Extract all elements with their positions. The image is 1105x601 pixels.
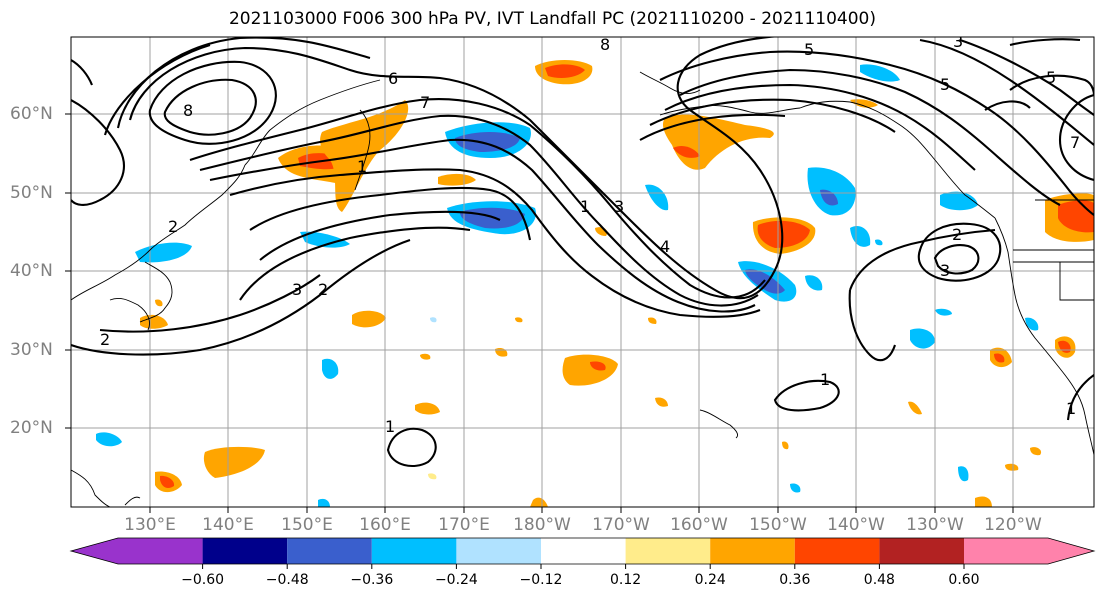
- coastlines: [71, 71, 1094, 507]
- colorbar-swatch: [371, 538, 457, 564]
- colorbar-tick-label: 0.60: [948, 572, 980, 588]
- lon-label: 130°W: [906, 515, 964, 535]
- contour-labels: 8 6 1 7 2 3 2 2 8 5 3 5 5 1 3 4 7 2 3 1 …: [100, 32, 1080, 436]
- lon-label: 130°E: [124, 515, 176, 535]
- contour-label: 7: [1070, 133, 1080, 152]
- lat-label: 20°N: [10, 418, 53, 438]
- contour-label: 7: [420, 93, 430, 112]
- colorbar-tick-label: −0.12: [519, 572, 563, 588]
- colorbar-swatch: [456, 538, 541, 564]
- colorbar-tick-label: 0.48: [863, 572, 895, 588]
- contour-label: 5: [940, 75, 950, 94]
- lon-label: 140°W: [827, 515, 885, 535]
- contour-label: 1: [385, 417, 395, 436]
- contour-label: 2: [952, 225, 962, 244]
- colorbar-tick-label: 0.24: [694, 572, 726, 588]
- lon-label: 160°W: [670, 515, 728, 535]
- contour-label: 1: [1066, 399, 1076, 418]
- contour-label: 1: [820, 370, 830, 389]
- contour-label: 2: [318, 280, 328, 299]
- colorbar-tick-label: −0.36: [350, 572, 394, 588]
- contour-label: 2: [168, 217, 178, 236]
- colorbar-tick-label: −0.24: [434, 572, 478, 588]
- colorbar-swatch: [794, 538, 880, 564]
- map-title: 2021103000 F006 300 hPa PV, IVT Landfall…: [228, 9, 876, 29]
- lon-label: 150°E: [281, 515, 333, 535]
- map-panel: [71, 37, 1094, 507]
- lon-label: 120°W: [984, 515, 1042, 535]
- colorbar-under-arrow: [71, 538, 118, 564]
- lon-label: 180°W: [513, 515, 571, 535]
- contour-label: 3: [292, 280, 302, 299]
- colorbar-swatch: [541, 538, 626, 564]
- lon-label: 150°W: [749, 515, 807, 535]
- pv-contours: [71, 37, 1094, 467]
- colorbar-tick-label: −0.60: [181, 572, 225, 588]
- colorbar-ticks: [202, 564, 965, 569]
- contour-label: 3: [953, 32, 963, 51]
- contour-label: 1: [357, 157, 367, 176]
- map-border: [70, 36, 1095, 508]
- contour-label: 3: [614, 197, 624, 216]
- contour-label: 4: [660, 237, 670, 256]
- colorbar-tick-label: −0.48: [265, 572, 309, 588]
- lat-label: 50°N: [10, 183, 53, 203]
- colorbar-swatch: [287, 538, 372, 564]
- lat-label: 40°N: [10, 261, 53, 281]
- lon-label: 170°W: [592, 515, 650, 535]
- colorbar-swatch: [625, 538, 711, 564]
- lat-label: 30°N: [10, 340, 53, 360]
- colorbar-over-arrow: [1048, 538, 1094, 564]
- contour-label: 5: [804, 40, 814, 59]
- contour-label: 8: [600, 35, 610, 54]
- lon-label: 170°E: [438, 515, 490, 535]
- lon-label: 140°E: [202, 515, 254, 535]
- contour-label: 8: [183, 101, 193, 120]
- lon-label: 160°E: [359, 515, 411, 535]
- colorbar-swatch: [710, 538, 795, 564]
- colorbar-swatch: [879, 538, 964, 564]
- contour-label: 1: [580, 197, 590, 216]
- contour-label: 3: [940, 261, 950, 280]
- contour-label: 6: [388, 69, 398, 88]
- contour-label: 5: [1046, 68, 1056, 87]
- colorbar-outline: [69, 537, 1096, 565]
- contour-label: 2: [100, 330, 110, 349]
- shading-positive: [140, 60, 1094, 507]
- tick-marks: [65, 113, 1014, 513]
- colorbar-swatch: [202, 538, 288, 564]
- colorbar-swatch: [964, 538, 1048, 564]
- lat-label: 60°N: [10, 104, 53, 124]
- colorbar-swatch: [118, 538, 203, 564]
- colorbar-tick-label: 0.36: [779, 572, 811, 588]
- colorbar-tick-label: 0.12: [610, 572, 642, 588]
- colorbar: [69, 537, 1096, 565]
